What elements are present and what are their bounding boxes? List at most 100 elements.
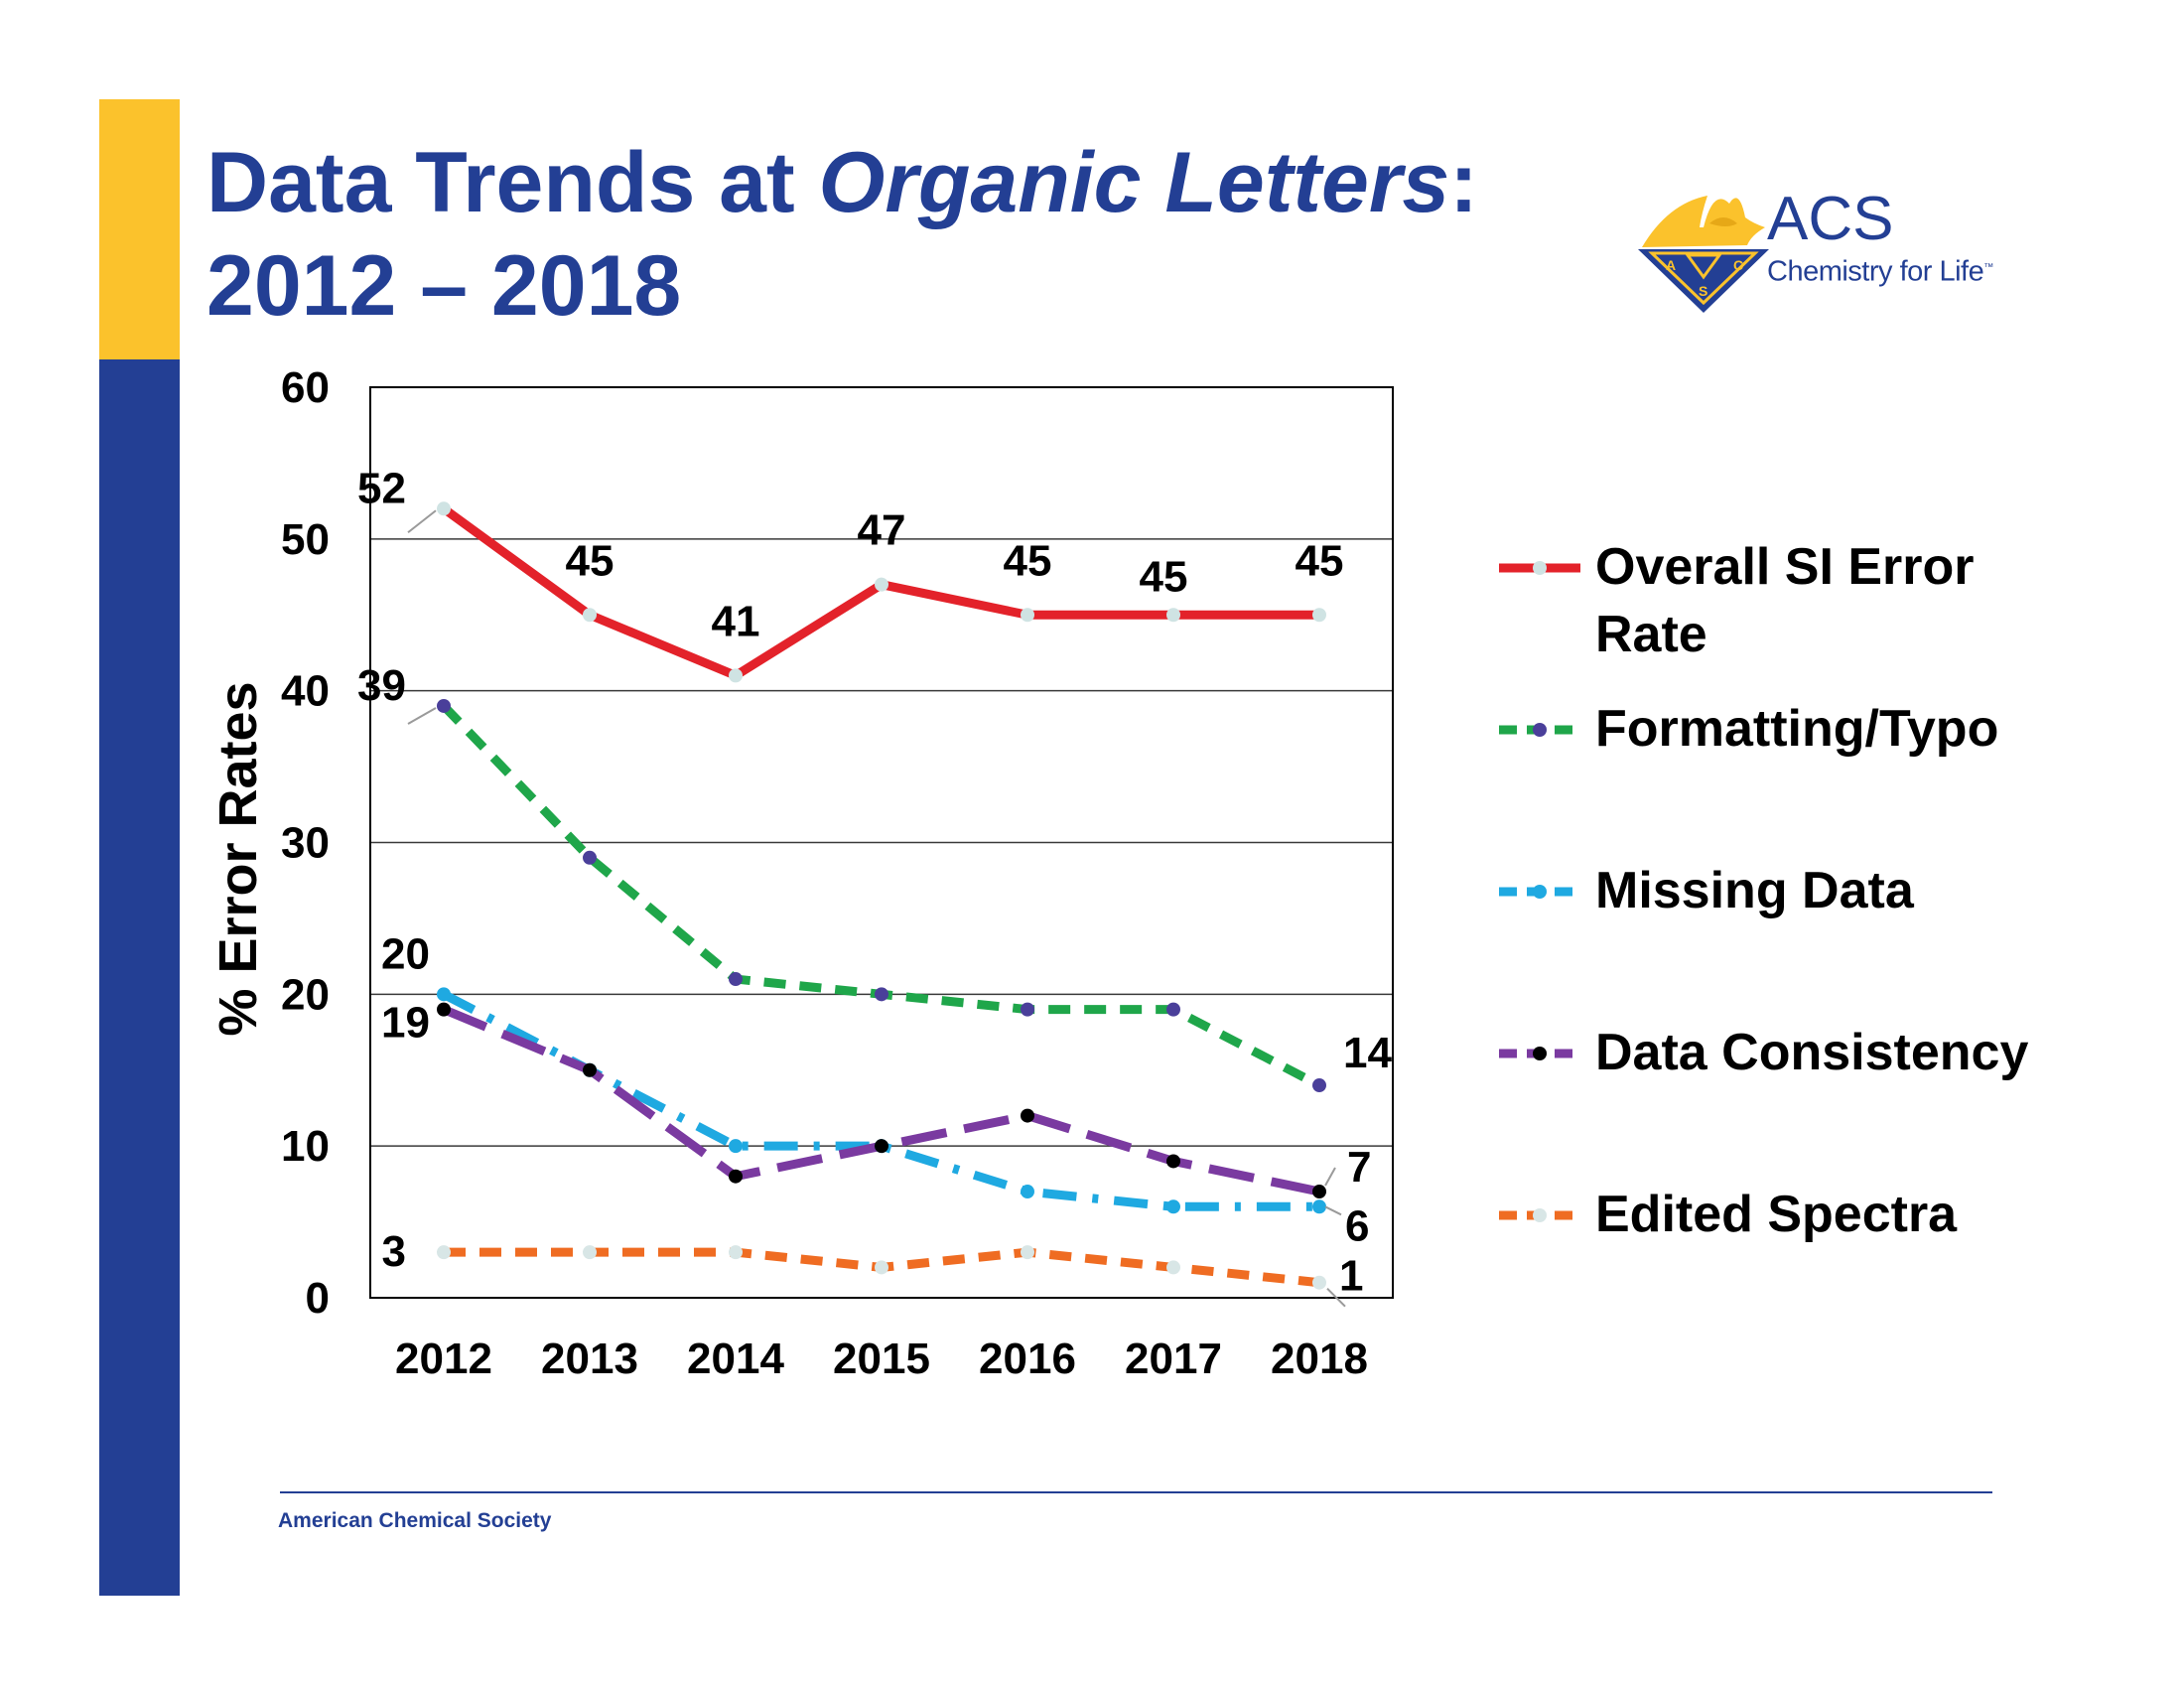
seal-letter-s: S xyxy=(1699,283,1707,299)
data-point-data-consistency-2015 xyxy=(875,1139,888,1154)
y-axis-title: % Error Rates xyxy=(208,681,268,1036)
data-label-overall-si-error-rate-2017: 45 xyxy=(1140,552,1188,601)
legend-marker-formatting-typo xyxy=(1533,723,1547,737)
data-point-edited-spectra-2013 xyxy=(583,1245,597,1260)
label-leader-line-0 xyxy=(407,509,437,534)
data-point-data-consistency-2017 xyxy=(1166,1154,1180,1169)
x-tick-label-2012: 2012 xyxy=(395,1335,492,1383)
data-point-formatting-typo-2015 xyxy=(875,987,888,1002)
data-point-edited-spectra-2014 xyxy=(729,1245,743,1260)
data-label-edited-spectra-2018: 1 xyxy=(1339,1252,1363,1301)
data-point-overall-si-error-rate-2018 xyxy=(1312,608,1326,623)
x-tick-label-2015: 2015 xyxy=(833,1335,930,1383)
data-label-formatting-typo-2012: 39 xyxy=(357,661,406,710)
data-point-formatting-typo-2014 xyxy=(729,972,743,987)
slide-title: Data Trends at Organic Letters: 2012 – 2… xyxy=(206,131,1478,338)
x-tick-label-2016: 2016 xyxy=(979,1335,1076,1383)
series-line-missing-data xyxy=(441,990,1319,1211)
data-label-overall-si-error-rate-2015: 47 xyxy=(858,506,906,555)
label-leader-line-4 xyxy=(1324,1167,1336,1187)
data-point-data-consistency-2016 xyxy=(1021,1108,1034,1123)
legend-marker-data-consistency xyxy=(1533,1047,1547,1060)
data-point-missing-data-2014 xyxy=(729,1139,743,1154)
data-label-data-consistency-2018: 7 xyxy=(1347,1143,1371,1192)
data-point-edited-spectra-2015 xyxy=(875,1260,888,1275)
data-point-overall-si-error-rate-2015 xyxy=(875,577,888,592)
data-label-overall-si-error-rate-2014: 41 xyxy=(712,597,760,645)
label-leader-line-3 xyxy=(1324,1205,1342,1216)
y-tick-label-60: 60 xyxy=(281,363,330,412)
data-point-missing-data-2012 xyxy=(437,987,451,1002)
data-point-formatting-typo-2012 xyxy=(437,698,451,713)
legend-marker-overall-si-error-rate xyxy=(1533,561,1547,575)
data-label-overall-si-error-rate-2016: 45 xyxy=(1004,536,1052,585)
data-point-missing-data-2018 xyxy=(1312,1199,1326,1214)
accent-bar-yellow xyxy=(99,99,180,359)
y-tick-label-30: 30 xyxy=(281,819,330,868)
label-leader-line-2 xyxy=(1326,1288,1346,1308)
acs-logo-trademark: ™ xyxy=(1983,262,1993,273)
slide-title-years: 2012 – 2018 xyxy=(206,238,682,334)
plot-area-frame xyxy=(369,386,1394,1299)
series-line-data-consistency xyxy=(442,1005,1320,1196)
data-point-missing-data-2016 xyxy=(1021,1185,1034,1199)
data-point-formatting-typo-2016 xyxy=(1021,1002,1034,1017)
slide-title-journal: Organic Letters xyxy=(818,135,1450,230)
data-point-data-consistency-2018 xyxy=(1312,1185,1326,1199)
data-point-edited-spectra-2016 xyxy=(1021,1245,1034,1260)
data-point-missing-data-2017 xyxy=(1166,1199,1180,1214)
data-label-overall-si-error-rate-2018: 45 xyxy=(1296,536,1344,585)
slide-title-part1: Data Trends at xyxy=(206,135,819,230)
seal-letter-a: A xyxy=(1666,257,1676,273)
x-tick-label-2014: 2014 xyxy=(687,1335,784,1383)
legend-label-edited-spectra: Edited Spectra xyxy=(1595,1186,1958,1243)
data-label-overall-si-error-rate-2012: 52 xyxy=(357,464,406,512)
data-point-overall-si-error-rate-2012 xyxy=(437,501,451,516)
data-point-overall-si-error-rate-2016 xyxy=(1021,608,1034,623)
y-tick-label-50: 50 xyxy=(281,515,330,564)
data-point-data-consistency-2012 xyxy=(437,1002,451,1017)
slide-title-part2: : xyxy=(1449,135,1478,230)
legend-label-data-consistency: Data Consistency xyxy=(1595,1024,2028,1081)
acs-logo-brand: ACS xyxy=(1767,185,1894,253)
y-tick-label-20: 20 xyxy=(281,970,330,1019)
y-tick-label-40: 40 xyxy=(281,667,330,716)
legend-label-missing-data: Missing Data xyxy=(1595,862,1915,919)
data-point-overall-si-error-rate-2013 xyxy=(583,608,597,623)
acs-logo-text: ACS Chemistry for Life™ xyxy=(1767,189,1993,290)
data-label-data-consistency-2012: 19 xyxy=(381,999,430,1048)
series-line-formatting-typo xyxy=(440,702,1322,1090)
data-label-missing-data-2012: 20 xyxy=(381,929,430,978)
data-point-overall-si-error-rate-2017 xyxy=(1166,608,1180,623)
legend-label-overall-si-error-rate: Overall SI Error Rate xyxy=(1595,538,1975,663)
y-tick-label-0: 0 xyxy=(306,1274,330,1323)
x-tick-label-2013: 2013 xyxy=(541,1335,638,1383)
seal-letter-c: C xyxy=(1733,257,1743,273)
x-tick-label-2018: 2018 xyxy=(1271,1335,1368,1383)
legend-marker-edited-spectra xyxy=(1533,1208,1547,1222)
data-label-edited-spectra-2012: 3 xyxy=(382,1227,406,1276)
footer-org-name: American Chemical Society xyxy=(278,1509,552,1532)
acs-logo-tagline-text: Chemistry for Life xyxy=(1767,255,1984,288)
data-point-edited-spectra-2017 xyxy=(1166,1260,1180,1275)
acs-logo-tagline: Chemistry for Life™ xyxy=(1767,250,1993,290)
data-point-data-consistency-2013 xyxy=(583,1062,597,1077)
y-tick-label-10: 10 xyxy=(281,1122,330,1171)
footer-divider xyxy=(280,1491,1992,1493)
data-point-formatting-typo-2017 xyxy=(1166,1002,1180,1017)
acs-eagle-seal-icon: A C S xyxy=(1638,196,1769,313)
accent-bar-blue xyxy=(99,359,180,1596)
data-point-formatting-typo-2018 xyxy=(1312,1078,1326,1093)
data-point-data-consistency-2014 xyxy=(729,1169,743,1184)
data-point-edited-spectra-2018 xyxy=(1312,1275,1326,1290)
data-point-overall-si-error-rate-2014 xyxy=(729,668,743,683)
legend-label-formatting-typo: Formatting/Typo xyxy=(1595,700,1998,758)
x-tick-label-2017: 2017 xyxy=(1125,1335,1222,1383)
label-leader-line-1 xyxy=(407,707,437,725)
data-label-formatting-typo-2018: 14 xyxy=(1343,1029,1392,1077)
data-point-formatting-typo-2013 xyxy=(583,850,597,865)
data-point-edited-spectra-2012 xyxy=(437,1245,451,1260)
data-label-missing-data-2018: 6 xyxy=(1345,1201,1369,1250)
data-label-overall-si-error-rate-2013: 45 xyxy=(566,536,614,585)
